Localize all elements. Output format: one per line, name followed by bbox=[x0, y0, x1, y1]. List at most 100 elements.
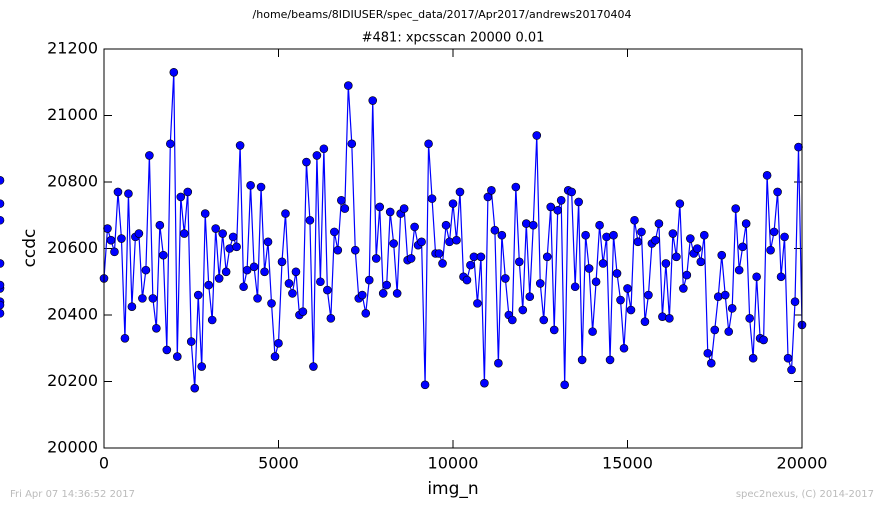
y-tick-label: 20000 bbox=[47, 438, 98, 457]
data-point bbox=[347, 139, 357, 149]
data-point bbox=[476, 252, 486, 262]
data-point bbox=[312, 151, 322, 160]
data-point bbox=[532, 131, 542, 140]
data-point bbox=[480, 378, 489, 388]
data-point bbox=[267, 299, 276, 308]
data-point bbox=[232, 242, 241, 252]
x-tick-label: 15000 bbox=[602, 454, 653, 473]
data-point bbox=[783, 353, 793, 363]
data-point bbox=[326, 314, 336, 323]
data-point bbox=[598, 259, 608, 268]
data-point bbox=[183, 187, 193, 197]
data-point bbox=[644, 290, 653, 300]
data-point bbox=[389, 239, 398, 248]
data-point bbox=[567, 187, 576, 197]
data-point bbox=[190, 383, 200, 393]
data-point bbox=[441, 220, 451, 230]
data-point bbox=[141, 265, 151, 275]
data-point bbox=[138, 294, 147, 303]
data-point bbox=[445, 237, 454, 247]
data-point bbox=[748, 353, 758, 363]
data-point bbox=[0, 215, 5, 225]
data-point bbox=[703, 348, 713, 358]
data-point bbox=[752, 272, 761, 282]
data-point bbox=[103, 224, 112, 233]
data-point bbox=[494, 358, 503, 368]
data-point bbox=[427, 194, 437, 203]
data-point bbox=[155, 220, 165, 230]
data-point bbox=[672, 252, 681, 262]
data-point bbox=[605, 355, 615, 365]
data-point bbox=[780, 232, 789, 242]
data-point bbox=[0, 176, 5, 185]
data-point bbox=[225, 244, 234, 253]
data-point bbox=[410, 222, 419, 232]
data-point bbox=[706, 358, 716, 368]
data-point bbox=[654, 219, 664, 228]
data-point bbox=[193, 290, 203, 300]
data-point bbox=[713, 292, 723, 302]
data-point bbox=[462, 275, 472, 285]
data-point bbox=[197, 362, 207, 371]
data-point bbox=[371, 254, 381, 263]
data-point bbox=[727, 304, 737, 313]
data-point bbox=[235, 141, 245, 150]
data-point bbox=[766, 245, 775, 255]
data-point bbox=[291, 267, 301, 277]
data-point bbox=[298, 307, 308, 316]
data-point bbox=[124, 189, 133, 198]
data-point bbox=[720, 290, 730, 300]
data-point bbox=[553, 205, 563, 215]
data-point bbox=[357, 290, 367, 300]
data-point bbox=[518, 305, 528, 315]
data-point bbox=[612, 269, 622, 278]
plot-frame bbox=[103, 48, 803, 449]
data-point bbox=[692, 244, 702, 253]
x-axis-label: img_n bbox=[427, 479, 478, 499]
data-point bbox=[497, 230, 507, 240]
data-point bbox=[214, 274, 224, 283]
data-point bbox=[542, 252, 552, 262]
data-point bbox=[535, 279, 545, 288]
data-point bbox=[515, 257, 524, 267]
data-point bbox=[679, 284, 688, 293]
data-point bbox=[630, 215, 639, 225]
data-point bbox=[305, 215, 315, 225]
data-point bbox=[619, 343, 629, 353]
data-point bbox=[253, 294, 262, 303]
data-point bbox=[288, 289, 297, 298]
data-point bbox=[668, 229, 678, 238]
data-point bbox=[424, 139, 433, 149]
data-point bbox=[263, 237, 273, 247]
data-point bbox=[731, 204, 740, 213]
data-point bbox=[483, 192, 493, 202]
data-point bbox=[539, 315, 549, 325]
data-point bbox=[270, 352, 280, 361]
data-point bbox=[110, 247, 119, 257]
data-point bbox=[186, 337, 196, 346]
data-point bbox=[794, 142, 803, 152]
data-point bbox=[651, 235, 660, 245]
data-point bbox=[242, 265, 252, 275]
data-point bbox=[738, 242, 747, 252]
chart-title: #481: xpcsscan 20000 0.01 bbox=[362, 31, 545, 46]
data-point bbox=[769, 227, 779, 237]
data-point bbox=[0, 280, 5, 290]
data-point bbox=[591, 277, 601, 287]
data-point bbox=[0, 259, 5, 268]
data-point bbox=[549, 325, 559, 335]
x-tick-label: 20000 bbox=[777, 454, 828, 473]
data-point bbox=[392, 289, 402, 298]
data-point bbox=[574, 197, 583, 207]
data-point bbox=[246, 181, 255, 190]
data-point bbox=[378, 289, 388, 298]
data-point bbox=[406, 254, 416, 263]
data-point bbox=[577, 355, 587, 365]
data-point bbox=[623, 284, 632, 293]
data-point bbox=[570, 282, 580, 292]
data-point bbox=[319, 144, 329, 154]
data-point bbox=[340, 204, 350, 213]
data-point bbox=[169, 67, 179, 77]
data-point bbox=[724, 327, 734, 336]
